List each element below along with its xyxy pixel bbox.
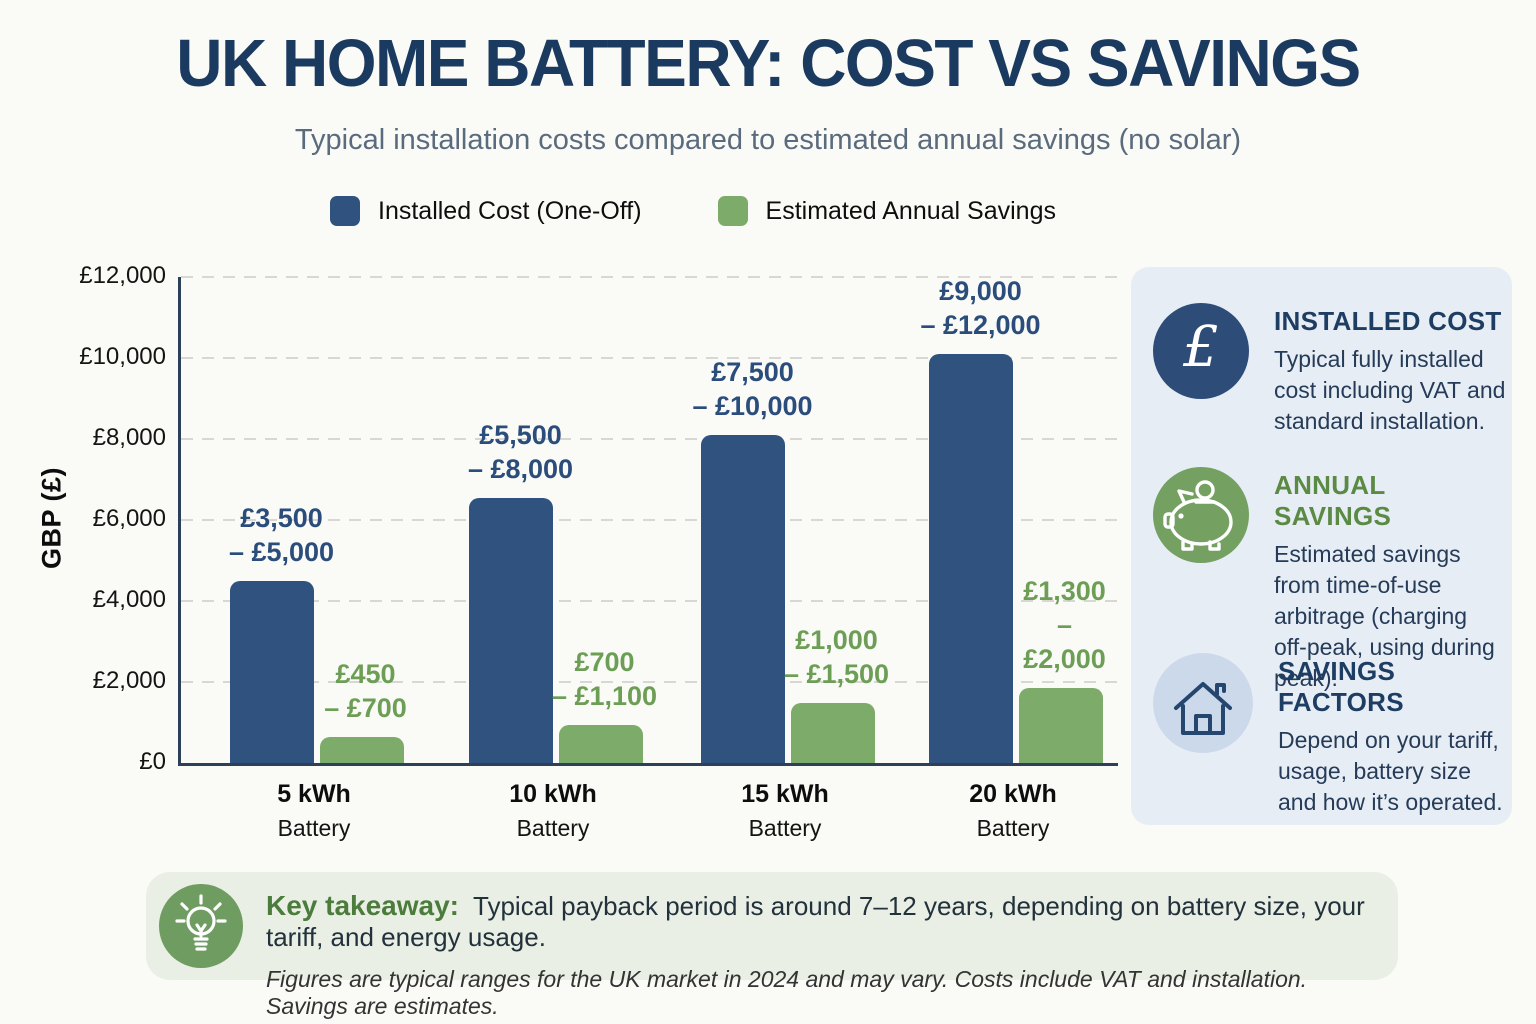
gridline (181, 276, 1118, 278)
x-category-label: 10 kWh Battery (443, 780, 663, 842)
gridline (181, 681, 1118, 683)
gridline (181, 519, 1118, 521)
card-title: INSTALLED COST (1274, 306, 1502, 336)
annual-savings-bar-15-kWh (790, 703, 875, 763)
category-size: 15 kWh (741, 780, 829, 808)
page-subtitle: Typical installation costs compared to e… (294, 124, 1242, 156)
annual-savings-bar-20-kWh (1018, 688, 1103, 763)
category-size: 10 kWh (509, 780, 597, 808)
legend-swatch-blue (330, 196, 360, 226)
piggy-bank-icon (1153, 467, 1249, 563)
y-tick-label: £6,000 (92, 505, 166, 532)
house-icon (1153, 653, 1253, 753)
bar-range-label: £1,000 – £1,500 (783, 625, 890, 689)
takeaway-line: Key takeaway: Typical payback period is a… (266, 890, 1368, 953)
x-category-label: 20 kWh Battery (903, 780, 1123, 842)
category-size: 5 kWh (277, 780, 351, 808)
legend-swatch-green (717, 196, 748, 226)
installed-cost-bar-5-kWh (229, 581, 314, 763)
y-tick-label: £10,000 (79, 343, 166, 370)
y-tick-label: £2,000 (92, 667, 166, 694)
y-tick-label: £4,000 (92, 586, 166, 613)
bar-range-label: £3,500 – £5,000 (228, 503, 335, 567)
category-sublabel: Battery (748, 815, 822, 841)
bar-range-label: £700 – £1,100 (551, 647, 658, 711)
legend-item-installed-cost: Installed Cost (One-Off) (330, 196, 642, 226)
gridline (181, 438, 1118, 440)
installed-cost-bar-20-kWh (928, 354, 1013, 763)
installed-cost-bar-10-kWh (468, 498, 553, 763)
y-tick-label: £0 (139, 748, 166, 775)
info-sidebar: £ INSTALLED COST Typical fully installed… (1131, 267, 1512, 825)
card-title: SAVINGS FACTORS (1278, 656, 1404, 717)
legend-item-annual-savings: Estimated Annual Savings (717, 196, 1056, 226)
lightbulb-icon (159, 884, 243, 968)
plot-area: £3,500 – £5,000 £5,500 – £8,000 £7,500 – £… (178, 276, 1118, 766)
x-category-label: 5 kWh Battery (204, 780, 424, 842)
bar-range-label: £9,000 – £12,000 (920, 276, 1041, 340)
legend-label: Estimated Annual Savings (765, 196, 1056, 225)
annual-savings-bar-5-kWh (319, 737, 404, 763)
page-title: UK HOME BATTERY: COST VS SAVINGS (176, 25, 1361, 101)
takeaway-text: Typical payback period is around 7–12 ye… (266, 891, 1365, 952)
card-body: Estimated savings from time-of-use arbit… (1274, 541, 1495, 691)
info-card-savings-factors: SAVINGS FACTORS Depend on your tariff, u… (1153, 653, 1503, 818)
card-body: Depend on your tariff, usage, battery si… (1278, 727, 1503, 815)
category-sublabel: Battery (976, 815, 1050, 841)
chart-legend: Installed Cost (One-Off) Estimated Annua… (0, 196, 1386, 226)
bar-range-label: £1,300 – £2,000 (1023, 576, 1106, 674)
category-sublabel: Battery (516, 815, 590, 841)
card-body: Typical fully installed cost including V… (1274, 346, 1506, 434)
key-takeaway-box: Key takeaway: Typical payback period is a… (146, 872, 1398, 1019)
y-tick-label: £8,000 (92, 424, 166, 451)
annual-savings-bar-10-kWh (558, 725, 643, 763)
legend-label: Installed Cost (One-Off) (378, 196, 642, 225)
category-sublabel: Battery (277, 815, 351, 841)
bar-range-label: £7,500 – £10,000 (692, 357, 813, 421)
bar-range-label: £450 – £700 (324, 659, 407, 723)
category-size: 20 kWh (969, 780, 1057, 808)
info-card-installed-cost: £ INSTALLED COST Typical fully installed… (1153, 303, 1505, 437)
card-title: ANNUAL SAVINGS (1274, 470, 1392, 531)
y-tick-label: £12,000 (79, 262, 166, 289)
gridline (181, 600, 1118, 602)
installed-cost-bar-15-kWh (700, 435, 785, 763)
gridline (181, 357, 1118, 359)
bar-range-label: £5,500 – £8,000 (467, 420, 574, 484)
info-card-annual-savings: ANNUAL SAVINGS Estimated savings from ti… (1153, 467, 1496, 694)
takeaway-note: Figures are typical ranges for the UK ma… (266, 966, 1308, 1019)
pound-icon: £ (1153, 303, 1249, 399)
takeaway-label: Key takeaway: (266, 890, 460, 921)
x-category-label: 15 kWh Battery (675, 780, 895, 842)
